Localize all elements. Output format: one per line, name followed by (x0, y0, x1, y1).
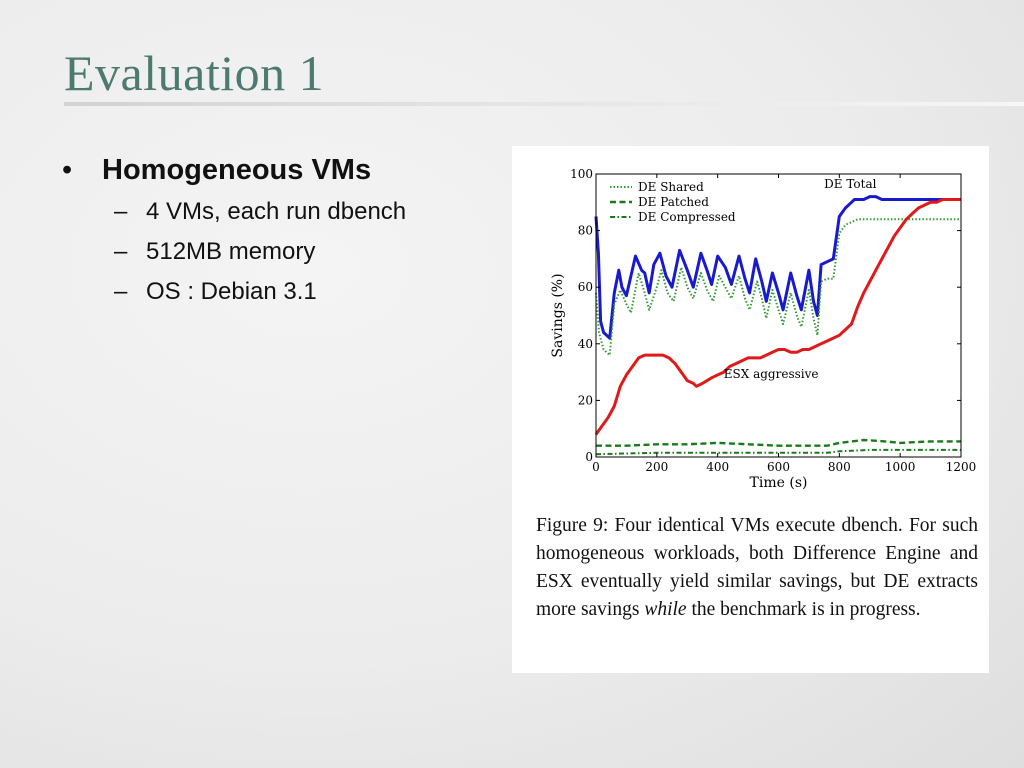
bullet-main: • Homogeneous VMs (62, 150, 502, 190)
x-tick-label: 1000 (885, 460, 916, 474)
x-tick-label: 1200 (946, 460, 977, 474)
x-tick-label: 200 (645, 460, 668, 474)
series-line-de-patched (596, 438, 961, 447)
y-axis-label: Savings (%) (550, 273, 566, 357)
annotation-label: ESX aggressive (724, 367, 819, 381)
series-layer (594, 195, 961, 456)
figure-panel: 0 200 400 600 800 1000 1200 0 20 40 60 80 100 Time (s… (512, 146, 989, 673)
figure-caption: Figure 9: Four identical VMs execute dbe… (536, 512, 978, 624)
sub-item-text: 512MB memory (146, 238, 316, 265)
legend-label: DE Compressed (638, 210, 736, 224)
y-tick-label: 100 (570, 167, 593, 181)
y-tick-label: 40 (578, 337, 593, 351)
legend-label: DE Shared (638, 180, 704, 194)
sub-item: – 512MB memory (62, 232, 502, 272)
y-tick-label: 20 (578, 393, 593, 407)
series-line-de-total (594, 195, 961, 340)
sub-list: – 4 VMs, each run dbench – 512MB memory … (62, 192, 502, 312)
series-line-de-compressed (595, 448, 961, 456)
y-tick-label: 80 (578, 224, 593, 238)
x-tick-label: 0 (592, 460, 600, 474)
annotations-layer: DE Total ESX aggressive (724, 177, 877, 381)
slide-title: Evaluation 1 (64, 45, 325, 101)
y-tick-label: 60 (578, 280, 593, 294)
bullet-list: • Homogeneous VMs – 4 VMs, each run dben… (62, 150, 502, 312)
series-line-esx-aggressive (594, 198, 961, 436)
x-axis-label: Time (s) (750, 475, 808, 491)
sub-item: – OS : Debian 3.1 (62, 272, 502, 312)
dash-marker: – (114, 238, 128, 265)
title-divider (64, 102, 1024, 106)
savings-chart: 0 200 400 600 800 1000 1200 0 20 40 60 80 100 Time (s… (550, 167, 976, 491)
caption-emphasis: while (644, 599, 687, 620)
caption-text: Figure 9: Four identical VMs execute dbe… (536, 515, 978, 620)
caption-text-end: the benchmark is in progress. (686, 599, 921, 620)
sub-item-text: OS : Debian 3.1 (146, 278, 317, 305)
dash-marker: – (114, 278, 128, 305)
series-line-de-shared (595, 218, 961, 357)
bullet-main-text: Homogeneous VMs (102, 154, 372, 186)
sub-item: – 4 VMs, each run dbench (62, 192, 502, 232)
x-tick-label: 600 (767, 460, 790, 474)
x-tick-label: 400 (706, 460, 729, 474)
bullet-dot: • (62, 154, 73, 186)
sub-item-text: 4 VMs, each run dbench (146, 198, 407, 225)
dash-marker: – (114, 198, 128, 225)
y-tick-label: 0 (585, 450, 593, 464)
legend-label: DE Patched (638, 195, 709, 209)
annotation-label: DE Total (824, 177, 876, 191)
axes-layer: 0 200 400 600 800 1000 1200 0 20 40 60 80 100 Time (s… (550, 167, 976, 491)
x-tick-label: 800 (828, 460, 851, 474)
